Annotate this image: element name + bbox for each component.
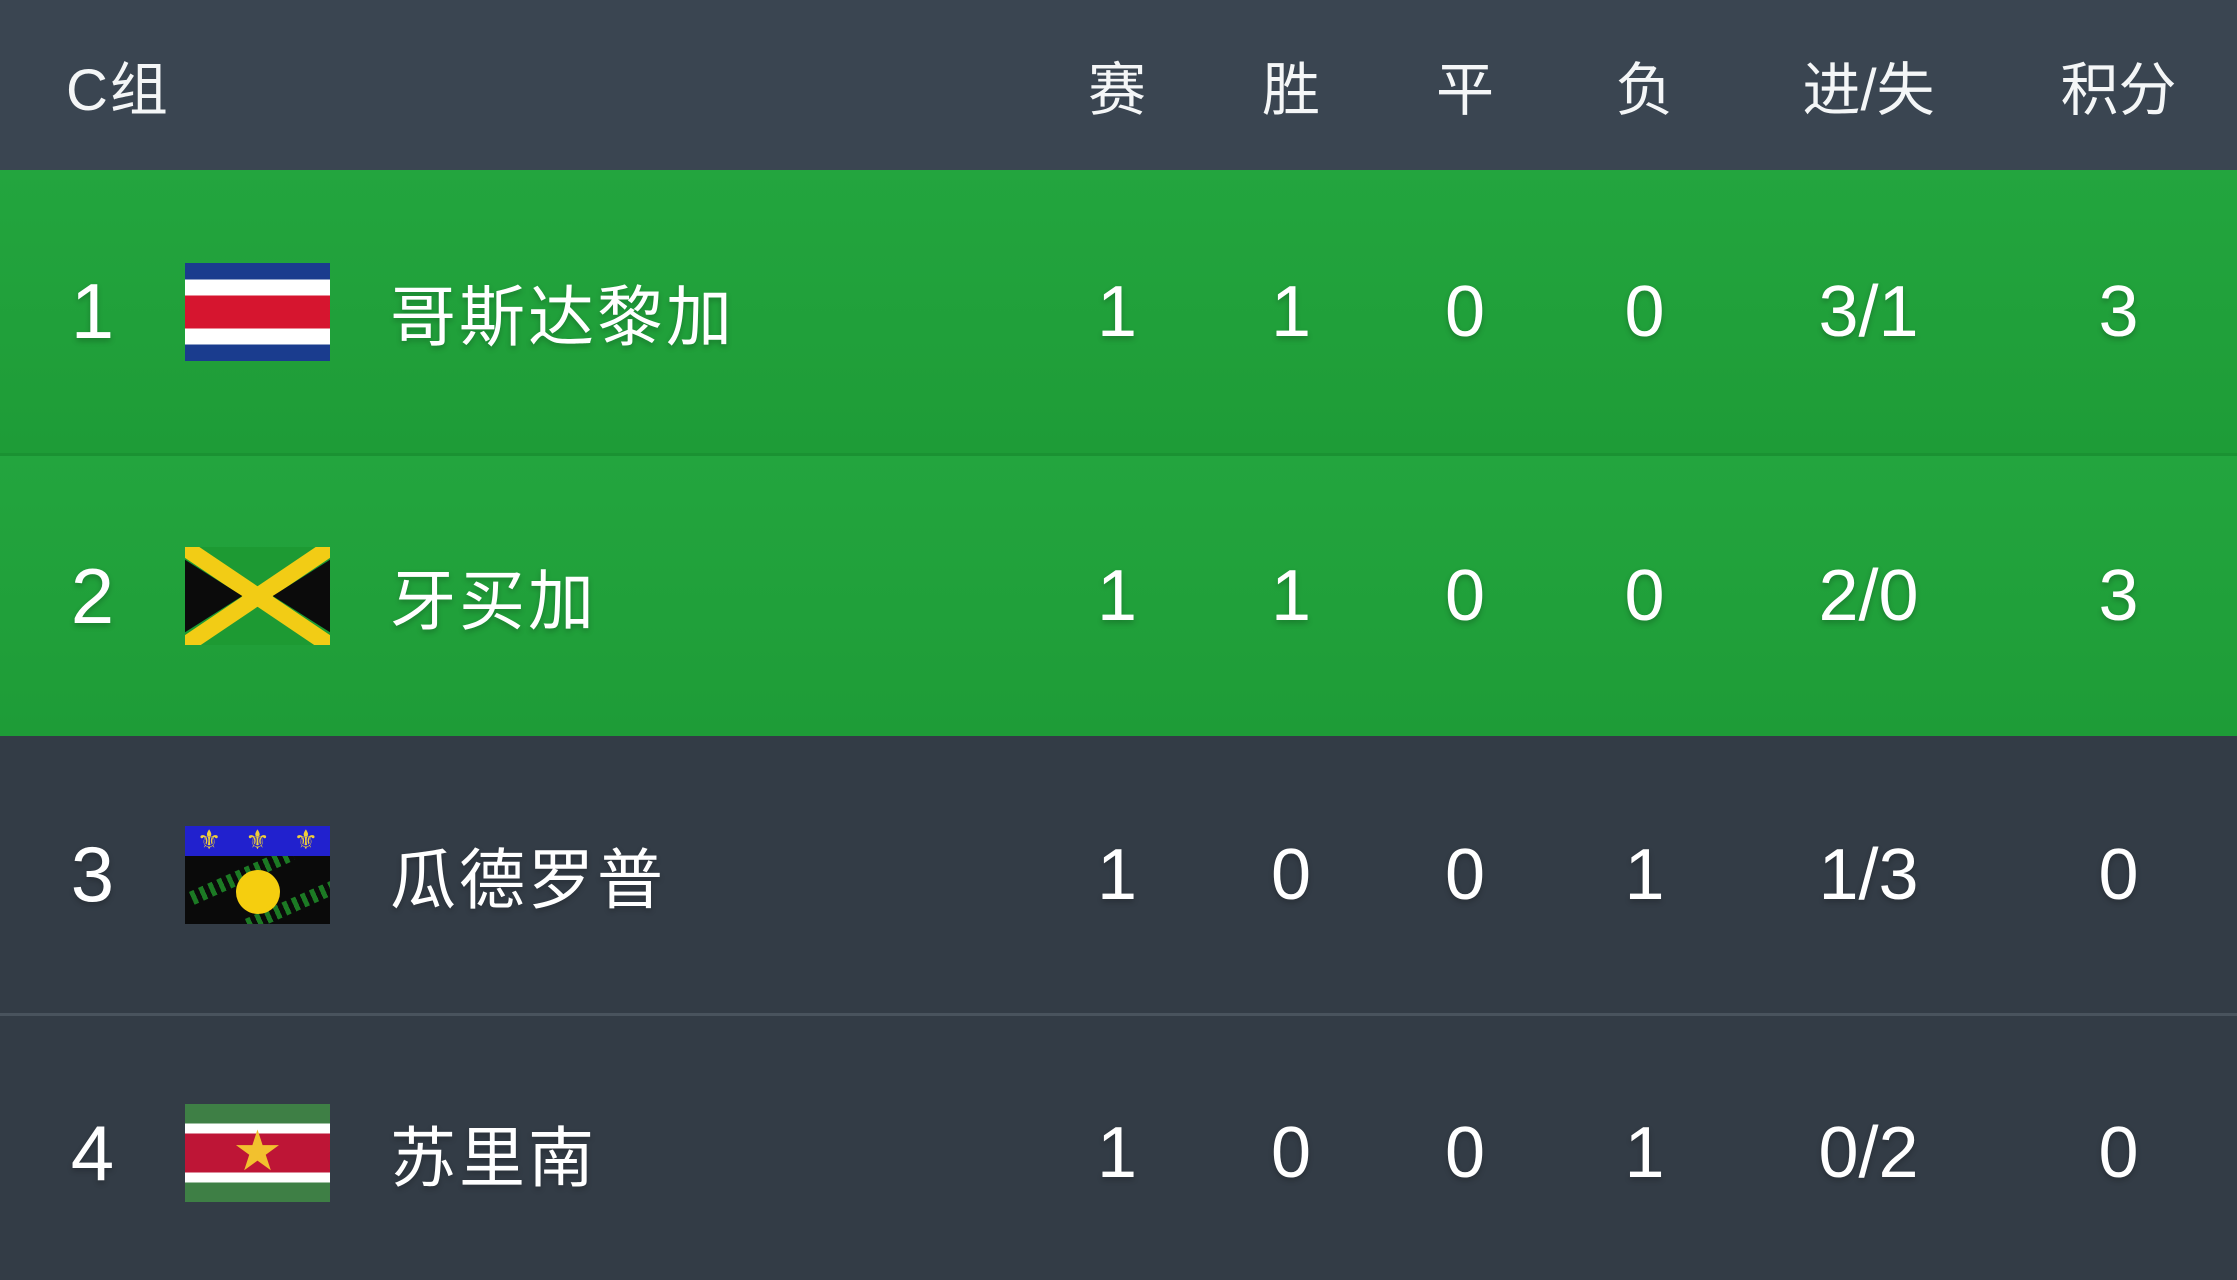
- team-row-costa-rica[interactable]: 1 哥斯达黎加 1 1 0 0 3/1 3: [0, 170, 2237, 453]
- team-cell: 3 ⚜ ⚜ ⚜ 瓜德罗普: [0, 825, 1030, 924]
- stat-drawn: 0: [1444, 834, 1486, 915]
- team-name: 哥斯达黎加: [390, 279, 735, 354]
- stat-played: 1: [1096, 1113, 1138, 1193]
- stat-lost: 0: [1624, 271, 1665, 352]
- stat-points: 0: [2098, 1113, 2139, 1193]
- rank-label: 2: [70, 551, 115, 640]
- column-header-lost: 负: [1615, 58, 1674, 123]
- costa-rica-flag: [185, 262, 330, 361]
- stat-won: 1: [1270, 556, 1312, 636]
- stat-played: 1: [1096, 556, 1138, 636]
- team-stats: 1 0 0 1 1/3 0: [1030, 834, 2237, 916]
- team-name: 牙买加: [390, 564, 597, 638]
- stat-drawn: 0: [1444, 271, 1486, 352]
- standings-header: C组 赛 胜 平 负 进/失 积分: [0, 0, 2237, 170]
- column-header-won: 胜: [1261, 58, 1320, 123]
- team-stats: 1 1 0 0 3/1 3: [1030, 271, 2237, 353]
- suriname-flag: ★: [185, 1104, 330, 1202]
- team-stats: 1 0 0 1 0/2 0: [1030, 1112, 2237, 1194]
- stat-lost: 1: [1624, 1113, 1665, 1193]
- guadeloupe-flag-band: ⚜ ⚜ ⚜: [185, 825, 330, 856]
- stat-points: 3: [2098, 556, 2139, 636]
- header-stat-columns: 赛 胜 平 负 进/失 积分: [1030, 43, 2237, 127]
- stat-lost: 0: [1624, 556, 1665, 636]
- rank-label: 4: [70, 1108, 115, 1197]
- fleur-de-lis-icon: ⚜: [197, 825, 222, 856]
- jamaica-flag: [185, 547, 330, 645]
- stat-won: 0: [1270, 1113, 1312, 1193]
- column-header-drawn: 平: [1435, 58, 1494, 123]
- fleur-de-lis-icon: ⚜: [293, 825, 318, 856]
- team-name: 苏里南: [390, 1121, 597, 1195]
- stat-played: 1: [1096, 834, 1138, 915]
- team-row-suriname[interactable]: 4 ★ 苏里南 1 0 0 1 0/2 0: [0, 1013, 2237, 1280]
- team-cell: 1 哥斯达黎加: [0, 262, 1030, 361]
- guadeloupe-flag: ⚜ ⚜ ⚜: [185, 825, 330, 924]
- stat-won: 1: [1270, 271, 1312, 352]
- stat-points: 3: [2098, 271, 2139, 352]
- team-stats: 1 1 0 0 2/0 3: [1030, 555, 2237, 637]
- column-header-points: 积分: [2060, 58, 2177, 123]
- star-icon: ★: [232, 1118, 283, 1182]
- team-row-guadeloupe[interactable]: 3 ⚜ ⚜ ⚜ 瓜德罗普 1 0 0 1 1/3 0: [0, 736, 2237, 1013]
- rank-label: 1: [70, 267, 115, 355]
- stat-goals: 3/1: [1818, 271, 1919, 352]
- stat-goals: 0/2: [1818, 1113, 1919, 1193]
- stat-goals: 1/3: [1818, 834, 1919, 915]
- team-name: 瓜德罗普: [390, 842, 666, 917]
- rank-label: 3: [70, 830, 115, 918]
- stat-won: 0: [1270, 834, 1312, 915]
- stat-drawn: 0: [1444, 556, 1486, 636]
- stat-played: 1: [1096, 271, 1138, 352]
- stat-points: 0: [2098, 834, 2139, 915]
- stat-drawn: 0: [1444, 1113, 1486, 1193]
- column-header-played: 赛: [1087, 58, 1146, 123]
- stat-lost: 1: [1624, 834, 1665, 915]
- group-label: C组: [66, 58, 170, 123]
- team-row-jamaica[interactable]: 2 牙买加 1 1 0 0 2/0 3: [0, 453, 2237, 736]
- team-cell: 4 ★ 苏里南: [0, 1104, 1030, 1202]
- sun-icon: [235, 870, 280, 915]
- fleur-de-lis-icon: ⚜: [245, 825, 270, 856]
- stat-goals: 2/0: [1818, 556, 1919, 636]
- team-cell: 2 牙买加: [0, 547, 1030, 645]
- column-header-goals: 进/失: [1802, 58, 1935, 123]
